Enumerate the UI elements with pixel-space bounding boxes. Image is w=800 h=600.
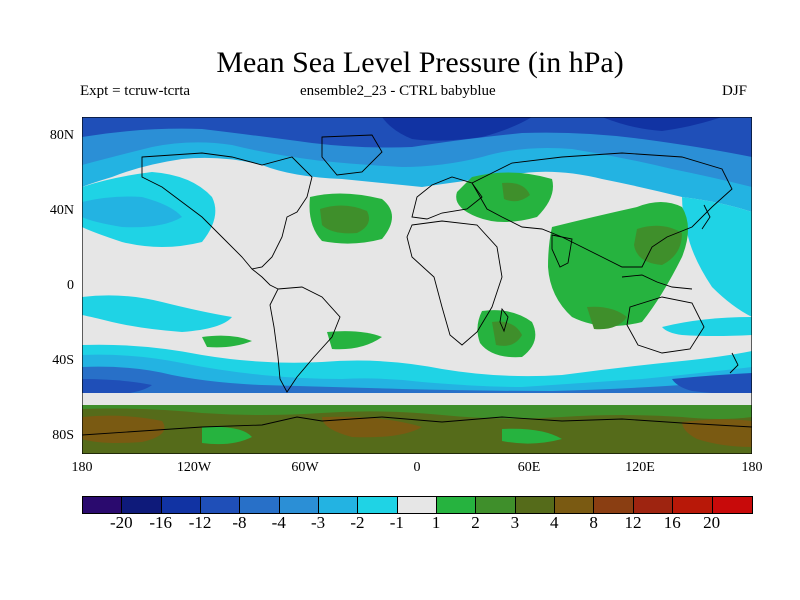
colorbar-swatch	[358, 497, 398, 513]
colorbar-label: -16	[149, 513, 173, 532]
map-title: Mean Sea Level Pressure (in hPa)	[216, 46, 624, 79]
lon-label-0: 0	[413, 460, 421, 475]
lon-label-180e: 180	[741, 460, 763, 475]
lon-label-180w: 180	[71, 460, 93, 475]
experiment-label: Expt = tcruw-tcrta	[80, 83, 191, 99]
colorbar-swatch	[515, 497, 556, 513]
colorbar-label: 8	[589, 513, 598, 532]
colorbar-swatch	[397, 497, 438, 513]
colorbar-label: -1	[389, 513, 404, 532]
coastlines	[81, 134, 753, 436]
colorbar-label: 1	[431, 513, 441, 532]
colorbar-swatch	[476, 497, 516, 513]
arctic-negative-field	[82, 117, 752, 212]
antarctic-positive-band	[82, 405, 752, 454]
colorbar-label: -2	[350, 513, 365, 532]
colorbar-swatch	[83, 497, 123, 513]
pressure-map	[81, 116, 753, 455]
colorbar-label: -20	[110, 513, 133, 532]
season-label: DJF	[722, 83, 748, 99]
lon-label-60w: 60W	[291, 460, 319, 475]
lon-label-120w: 120W	[176, 460, 212, 475]
colorbar-swatch	[161, 497, 202, 513]
colorbar-swatch	[712, 497, 752, 513]
colorbar-swatch	[122, 497, 162, 513]
lat-label-80s: 80S	[52, 428, 74, 443]
colorbar-swatch	[633, 497, 674, 513]
colorbar-swatch	[201, 497, 241, 513]
colorbar-label: 2	[471, 513, 480, 532]
colorbar-label: 16	[663, 513, 681, 532]
colorbar-swatch	[673, 497, 713, 513]
lat-label-40n: 40N	[49, 203, 74, 218]
lon-label-120e: 120E	[625, 460, 655, 475]
colorbar-label: -8	[232, 513, 247, 532]
colorbar-label: 12	[624, 513, 642, 532]
colorbar-swatch	[279, 497, 320, 513]
colorbar-swatch	[240, 497, 280, 513]
colorbar-label: 20	[703, 513, 721, 532]
colorbar-label: 4	[549, 513, 559, 532]
lon-label-60e: 60E	[517, 460, 541, 475]
colorbar-swatch	[555, 497, 595, 513]
colorbar-label: -3	[311, 513, 326, 532]
colorbar-swatch	[319, 497, 359, 513]
colorbar-swatch	[437, 497, 477, 513]
ensemble-label: ensemble2_23 - CTRL babyblue	[300, 83, 496, 99]
southern-negative-band	[82, 344, 752, 405]
lat-label-80n: 80N	[49, 128, 74, 143]
mid-latitude-negative-field	[82, 172, 752, 336]
colorbar-label: -4	[271, 513, 286, 532]
colorbar	[82, 496, 753, 514]
lat-label-0: 0	[67, 278, 74, 293]
positive-anomaly-blobs	[202, 172, 688, 358]
colorbar-label: 3	[510, 513, 520, 532]
colorbar-swatch	[594, 497, 634, 513]
colorbar-label: -12	[188, 513, 212, 532]
lat-label-40s: 40S	[52, 353, 74, 368]
